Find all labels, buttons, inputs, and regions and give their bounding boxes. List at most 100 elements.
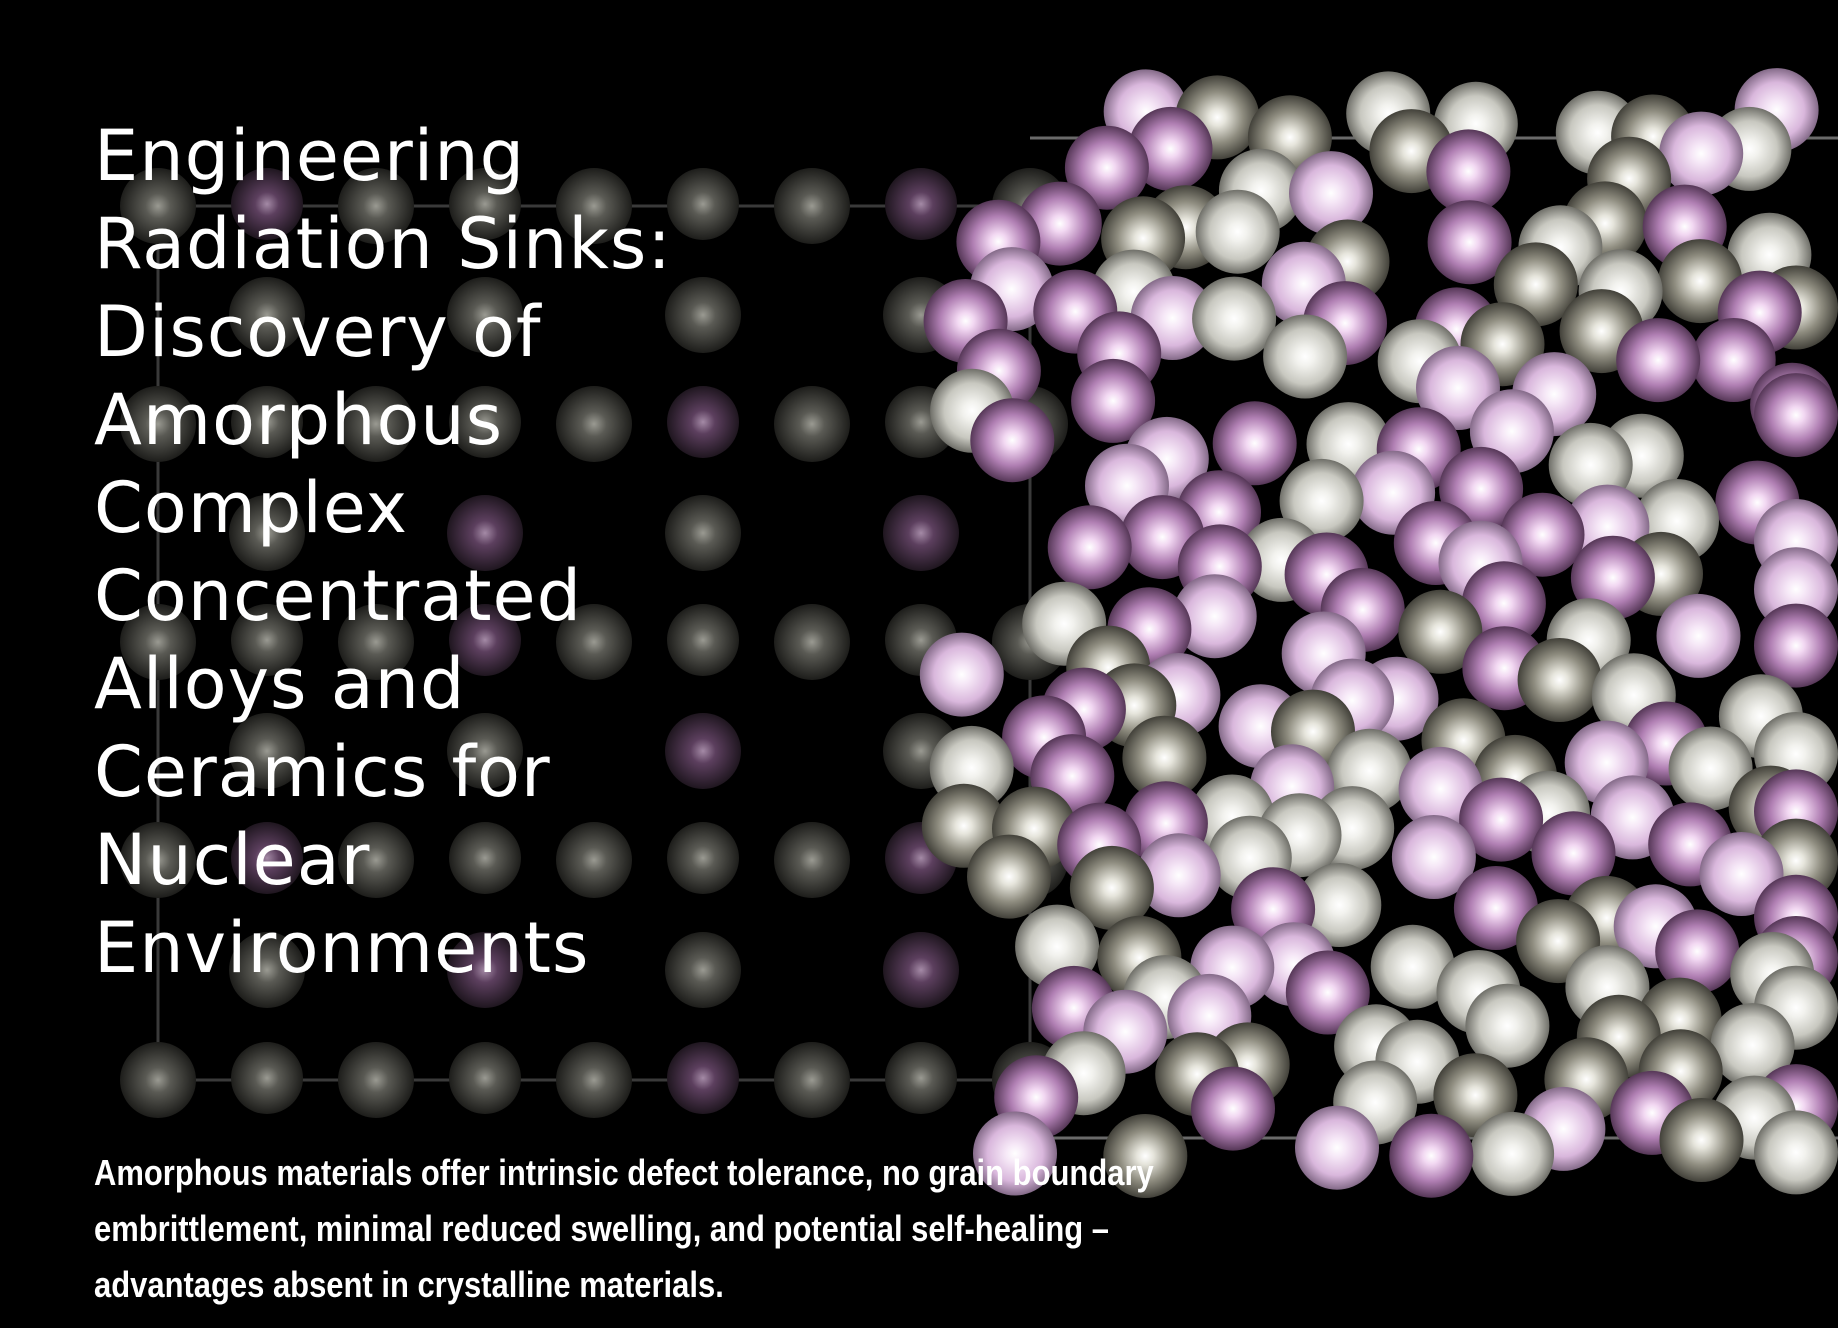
amorphous-atom <box>1754 603 1838 688</box>
title-line: Amorphous <box>94 379 504 461</box>
lattice-atom <box>449 386 521 458</box>
lattice-atom <box>229 495 305 571</box>
title-line: Complex <box>94 467 409 549</box>
title-line: Ceramics for <box>94 731 551 813</box>
caption-line: embrittlement, minimal reduced swelling,… <box>94 1208 1110 1249</box>
lattice-atom <box>774 822 850 898</box>
amorphous-atom <box>1192 276 1277 361</box>
amorphous-atom <box>1616 318 1701 403</box>
caption-line: Amorphous materials offer intrinsic defe… <box>94 1152 1154 1193</box>
amorphous-atom <box>1136 833 1221 918</box>
amorphous-atom <box>1191 1066 1275 1151</box>
lattice-atom <box>885 1042 957 1114</box>
amorphous-atom <box>1659 1098 1744 1182</box>
lattice-atom <box>447 932 523 1008</box>
title-line: Radiation Sinks: <box>94 203 672 285</box>
amorphous-atom <box>1064 125 1149 210</box>
amorphous-atom <box>1691 318 1776 402</box>
amorphous-atom <box>1103 1114 1188 1198</box>
lattice-atom <box>883 932 959 1008</box>
amorphous-atom <box>1470 1111 1555 1196</box>
lattice-atom <box>667 386 739 458</box>
amorphous-atom <box>973 1111 1057 1196</box>
lattice-atom <box>231 386 303 458</box>
amorphous-atom <box>1453 866 1538 950</box>
lattice-atom <box>229 713 305 789</box>
amorphous-atom <box>1297 863 1382 947</box>
lattice-atom <box>120 168 196 244</box>
amorphous-atom <box>1071 358 1156 443</box>
amorphous-atom <box>967 834 1051 919</box>
amorphous-atom <box>1465 983 1550 1068</box>
lattice-atom <box>665 495 741 571</box>
amorphous-atom <box>1195 189 1280 274</box>
slide-title: Engineering Radiation Sinks: Discovery o… <box>94 112 834 992</box>
caption-line: advantages absent in crystalline materia… <box>94 1264 724 1305</box>
lattice-atom <box>774 604 850 680</box>
lattice-atom <box>667 168 739 240</box>
title-line: Concentrated <box>94 555 583 637</box>
amorphous-atom <box>1754 373 1838 458</box>
lattice-atom <box>231 168 303 240</box>
lattice-atom <box>120 1042 196 1118</box>
lattice-atom <box>338 822 414 898</box>
lattice-atom <box>449 604 521 676</box>
amorphous-atom <box>1212 401 1297 486</box>
title-line: Engineering <box>94 115 525 197</box>
lattice-atom <box>885 168 957 240</box>
lattice-atom <box>447 495 523 571</box>
lattice-atom <box>449 168 521 240</box>
lattice-atom <box>447 277 523 353</box>
amorphous-atom <box>1427 200 1512 285</box>
amorphous-atom <box>1389 1113 1474 1198</box>
amorphous-atom <box>1295 1105 1379 1190</box>
amorphous-atom <box>1047 505 1132 590</box>
amorphous-atom <box>1710 1003 1795 1088</box>
amorphous-atom <box>1128 106 1213 191</box>
amorphous-atom <box>1370 924 1455 1009</box>
amorphous-atom <box>1426 129 1511 214</box>
lattice-atom <box>774 1042 850 1118</box>
lattice-atom <box>556 386 632 462</box>
lattice-atom <box>231 604 303 676</box>
amorphous-atom <box>970 398 1055 483</box>
lattice-atom <box>556 604 632 680</box>
amorphous-atom <box>1263 314 1348 399</box>
lattice-atom <box>774 386 850 462</box>
lattice-atom <box>665 932 741 1008</box>
lattice-atom <box>665 713 741 789</box>
lattice-atom <box>667 822 739 894</box>
lattice-atom <box>667 1042 739 1114</box>
lattice-atom <box>229 932 305 1008</box>
lattice-atom <box>229 277 305 353</box>
lattice-atom <box>667 604 739 676</box>
amorphous-atom <box>1398 589 1483 674</box>
amorphous-atom <box>1517 638 1602 722</box>
amorphous-atom <box>1668 726 1753 811</box>
amorphous-atom <box>1279 458 1364 543</box>
amorphous-atom <box>1391 815 1476 899</box>
lattice-atom <box>665 277 741 353</box>
title-line: Nuclear <box>94 819 371 901</box>
amorphous-atom <box>1289 151 1373 236</box>
amorphous-atom <box>1285 950 1370 1035</box>
slide-caption: Amorphous materials offer intrinsic defe… <box>94 1145 1444 1313</box>
amorphous-atom <box>1122 715 1207 800</box>
lattice-atom <box>556 1042 632 1118</box>
lattice-atom <box>231 1042 303 1114</box>
amorphous-atom <box>1531 811 1616 896</box>
amorphous-atom <box>1655 909 1740 994</box>
title-line: Environments <box>94 907 590 989</box>
lattice-atom <box>556 822 632 898</box>
lattice-atom <box>120 822 196 898</box>
lattice-atom <box>449 822 521 894</box>
lattice-atom <box>120 386 196 462</box>
amorphous-atom <box>1069 845 1154 930</box>
lattice-atom <box>338 168 414 244</box>
amorphous-atom <box>1656 593 1741 678</box>
amorphous-atom <box>1659 111 1744 196</box>
title-line: Alloys and <box>94 643 466 725</box>
amorphous-atom <box>919 632 1004 717</box>
lattice-atom <box>231 822 303 894</box>
lattice-atom <box>447 713 523 789</box>
